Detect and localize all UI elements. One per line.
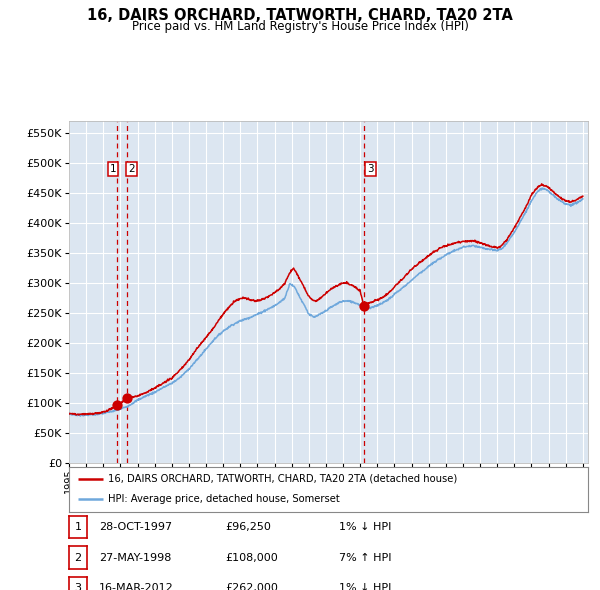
Text: 1: 1 <box>74 522 82 532</box>
Text: 1% ↓ HPI: 1% ↓ HPI <box>339 522 391 532</box>
Text: 27-MAY-1998: 27-MAY-1998 <box>99 553 172 562</box>
Text: 3: 3 <box>367 164 374 174</box>
Text: £262,000: £262,000 <box>225 584 278 590</box>
Text: 3: 3 <box>74 584 82 590</box>
Text: 28-OCT-1997: 28-OCT-1997 <box>99 522 172 532</box>
Text: 2: 2 <box>128 164 135 174</box>
Text: Price paid vs. HM Land Registry's House Price Index (HPI): Price paid vs. HM Land Registry's House … <box>131 20 469 33</box>
Text: 16, DAIRS ORCHARD, TATWORTH, CHARD, TA20 2TA: 16, DAIRS ORCHARD, TATWORTH, CHARD, TA20… <box>87 8 513 22</box>
Text: £96,250: £96,250 <box>225 522 271 532</box>
Text: £108,000: £108,000 <box>225 553 278 562</box>
Text: 2: 2 <box>74 553 82 562</box>
Point <box>122 394 132 403</box>
Text: 16, DAIRS ORCHARD, TATWORTH, CHARD, TA20 2TA (detached house): 16, DAIRS ORCHARD, TATWORTH, CHARD, TA20… <box>108 474 457 484</box>
Text: HPI: Average price, detached house, Somerset: HPI: Average price, detached house, Some… <box>108 494 340 504</box>
Point <box>359 301 368 310</box>
Text: 1: 1 <box>110 164 116 174</box>
Point <box>113 401 122 410</box>
Text: 7% ↑ HPI: 7% ↑ HPI <box>339 553 391 562</box>
Text: 16-MAR-2012: 16-MAR-2012 <box>99 584 174 590</box>
Text: 1% ↓ HPI: 1% ↓ HPI <box>339 584 391 590</box>
